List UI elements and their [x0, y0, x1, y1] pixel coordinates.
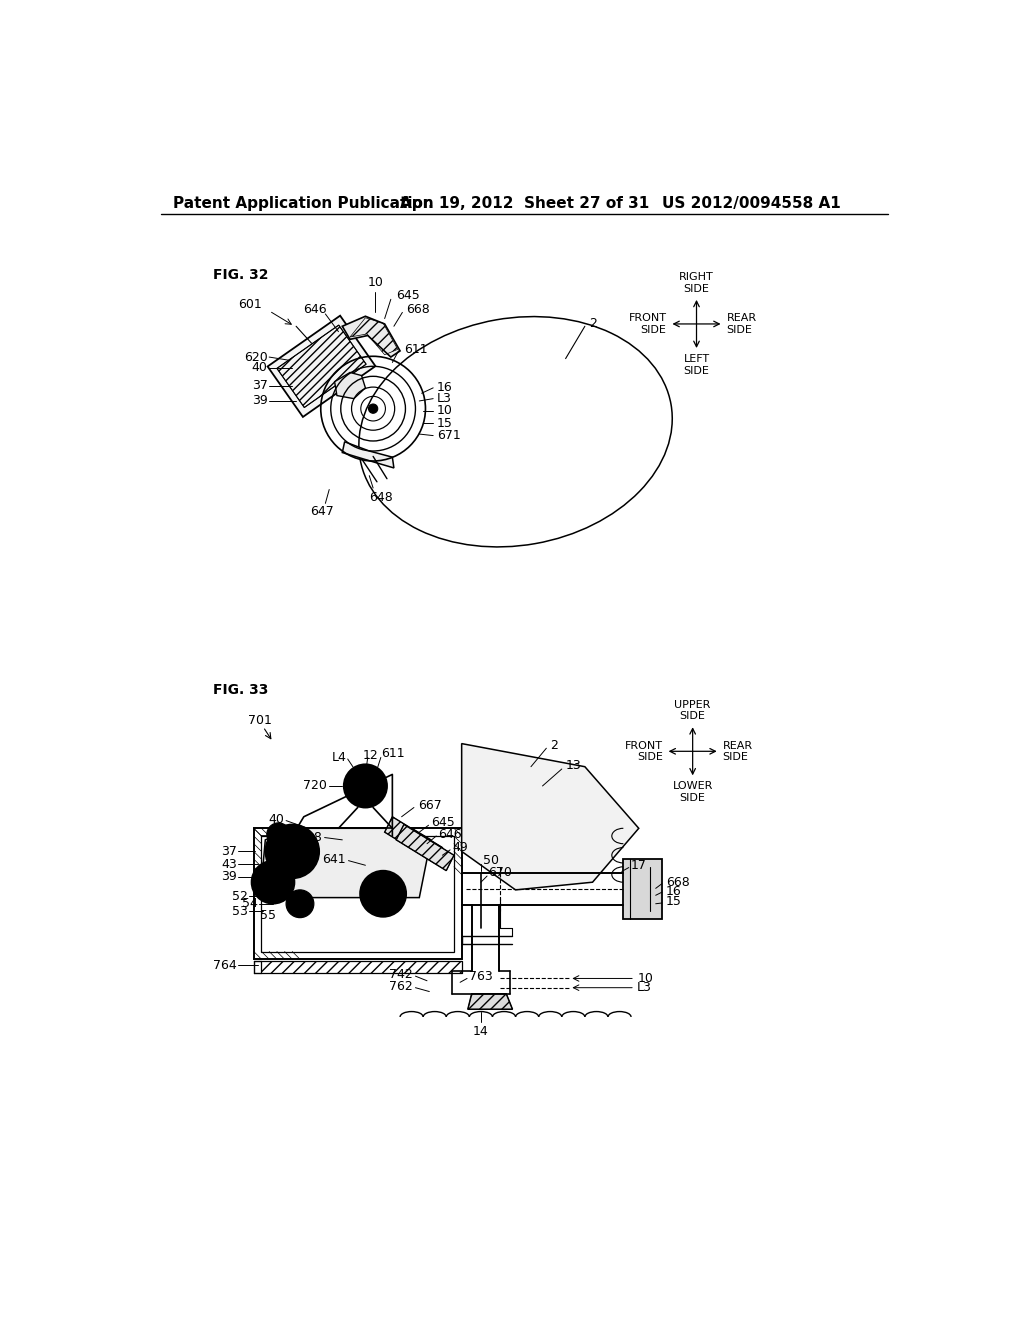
- Text: 668: 668: [666, 875, 689, 888]
- Polygon shape: [385, 817, 442, 863]
- Text: 738: 738: [298, 832, 322, 843]
- Text: 15: 15: [666, 895, 682, 908]
- Text: 648: 648: [369, 491, 392, 504]
- Text: 671: 671: [437, 429, 461, 442]
- Text: 645: 645: [431, 816, 455, 829]
- Text: 620: 620: [244, 351, 267, 363]
- Text: 641: 641: [323, 853, 346, 866]
- Text: 10: 10: [368, 276, 383, 289]
- Text: 2: 2: [550, 739, 558, 751]
- Text: REAR
SIDE: REAR SIDE: [727, 313, 757, 335]
- Text: LOWER
SIDE: LOWER SIDE: [673, 781, 713, 803]
- Text: 16: 16: [666, 884, 681, 898]
- Text: REAR
SIDE: REAR SIDE: [723, 741, 753, 762]
- Polygon shape: [342, 442, 394, 469]
- Text: 40: 40: [252, 362, 267, 375]
- Text: 764: 764: [213, 958, 237, 972]
- Text: 2: 2: [589, 317, 597, 330]
- Text: 646: 646: [303, 302, 328, 315]
- Text: 611: 611: [403, 343, 428, 356]
- Text: FRONT
SIDE: FRONT SIDE: [629, 313, 667, 335]
- Text: 16: 16: [437, 381, 453, 395]
- Text: 52: 52: [231, 890, 248, 903]
- Circle shape: [344, 764, 387, 808]
- Text: FIG. 33: FIG. 33: [213, 682, 268, 697]
- Text: 39: 39: [252, 395, 267, 408]
- Text: 53: 53: [231, 906, 248, 917]
- Text: 701: 701: [248, 714, 271, 727]
- Text: 55: 55: [260, 908, 275, 921]
- Text: FRONT
SIDE: FRONT SIDE: [625, 741, 663, 762]
- Circle shape: [252, 861, 295, 904]
- Text: UPPER
SIDE: UPPER SIDE: [675, 700, 711, 721]
- Polygon shape: [261, 829, 431, 898]
- Text: 670: 670: [488, 866, 512, 879]
- Text: L4: L4: [332, 751, 346, 764]
- Text: Apr. 19, 2012  Sheet 27 of 31: Apr. 19, 2012 Sheet 27 of 31: [400, 195, 649, 211]
- Circle shape: [286, 890, 313, 917]
- Text: 17: 17: [631, 859, 647, 871]
- Polygon shape: [462, 743, 639, 890]
- Polygon shape: [335, 372, 366, 399]
- Text: L3: L3: [637, 981, 652, 994]
- Circle shape: [265, 825, 319, 878]
- Text: 12: 12: [364, 748, 379, 762]
- Polygon shape: [468, 994, 512, 1010]
- Polygon shape: [342, 317, 400, 358]
- Text: Patent Application Publication: Patent Application Publication: [173, 195, 433, 211]
- Text: 10: 10: [437, 404, 453, 417]
- Text: 40: 40: [268, 813, 285, 825]
- Text: LEFT
SIDE: LEFT SIDE: [683, 354, 710, 376]
- Text: 762: 762: [389, 979, 413, 993]
- Polygon shape: [267, 315, 376, 417]
- Text: 37: 37: [221, 845, 237, 858]
- Text: 13: 13: [565, 759, 582, 772]
- Text: 14: 14: [473, 1024, 488, 1038]
- Text: US 2012/0094558 A1: US 2012/0094558 A1: [662, 195, 841, 211]
- Circle shape: [372, 407, 375, 411]
- Text: 43: 43: [221, 858, 237, 871]
- Text: FIG. 32: FIG. 32: [213, 268, 268, 282]
- Text: 54: 54: [242, 898, 258, 911]
- Text: 39: 39: [221, 870, 237, 883]
- Text: 645: 645: [396, 289, 420, 302]
- Circle shape: [267, 822, 290, 846]
- Text: 37: 37: [252, 379, 267, 392]
- Text: 646: 646: [438, 828, 462, 841]
- Circle shape: [377, 887, 389, 900]
- Polygon shape: [396, 825, 454, 871]
- Text: 763: 763: [469, 970, 494, 982]
- Circle shape: [364, 784, 368, 788]
- Text: 10: 10: [637, 972, 653, 985]
- Circle shape: [381, 891, 385, 896]
- Text: 50: 50: [483, 854, 500, 867]
- Text: L3: L3: [437, 392, 452, 405]
- Text: 49: 49: [453, 841, 468, 854]
- Text: RIGHT
SIDE: RIGHT SIDE: [679, 272, 714, 294]
- Text: 601: 601: [238, 298, 262, 312]
- Polygon shape: [624, 859, 662, 919]
- Text: 667: 667: [418, 799, 441, 812]
- Circle shape: [369, 404, 378, 413]
- Text: 611: 611: [381, 747, 404, 760]
- Text: 720: 720: [303, 779, 327, 792]
- Circle shape: [360, 871, 407, 917]
- Text: 668: 668: [407, 302, 430, 315]
- Text: 15: 15: [437, 417, 453, 430]
- Text: 647: 647: [309, 506, 334, 517]
- Text: 742: 742: [389, 968, 413, 981]
